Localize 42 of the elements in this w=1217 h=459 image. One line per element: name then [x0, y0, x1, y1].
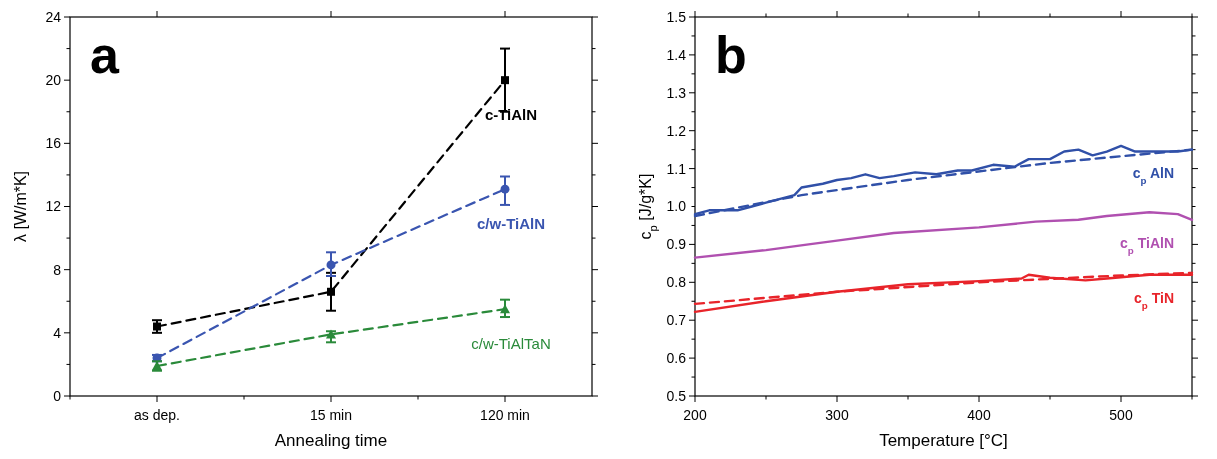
line-series: [693, 210, 1194, 259]
series-label: c$_{p}$ TiN: [1134, 289, 1174, 311]
y-tick-label: 1.1: [666, 160, 687, 177]
annotation: a: [90, 26, 120, 84]
x-axis-title: Temperature [°C]: [879, 431, 1008, 450]
point: [326, 329, 336, 339]
y-tick-label: 12: [45, 198, 62, 215]
x-axis-title: Annealing time: [274, 431, 388, 450]
y-tick-label: 8: [53, 261, 62, 278]
x-tick-label: 300: [825, 407, 849, 423]
series-label: c$_{p}$ TiAlN: [1120, 234, 1174, 256]
y-tick-label: 4: [53, 324, 62, 341]
y-tick-label: 1.4: [666, 46, 687, 63]
y-tick-label: 1.5: [666, 8, 687, 25]
point: [500, 184, 510, 194]
y-tick-label: 20: [45, 72, 62, 89]
annotation: b: [715, 26, 747, 84]
x-tick-label: 500: [1109, 407, 1133, 423]
x-tick-label: 15 min: [309, 407, 353, 423]
x-tick-label: 400: [967, 407, 991, 423]
y-tick-label: 1.3: [666, 84, 687, 101]
x-tick-label: 120 min: [480, 407, 530, 423]
y-tick-label: 0.5: [666, 387, 687, 404]
point: [326, 260, 336, 270]
x-tick-label: 200: [683, 407, 707, 423]
series-label: c/w-TiAlN: [476, 215, 546, 233]
y-tick-label: 0.8: [666, 274, 687, 291]
y-tick-label: 1.2: [666, 122, 687, 139]
y-tick-label: 0.9: [666, 236, 687, 253]
y-tick-label: 24: [45, 8, 62, 25]
y-tick-label: 0.6: [666, 350, 687, 366]
series-label: c/w-TiAlTaN: [471, 335, 551, 353]
point: [501, 76, 509, 85]
series-label: c$_{p}$ AlN: [1132, 164, 1174, 186]
point: [327, 287, 335, 296]
y-tick-label: 16: [45, 135, 62, 152]
y-tick-label: 0.7: [666, 312, 687, 329]
y-tick-label: 1.0: [666, 198, 687, 215]
y-axis-title: λ [W/m*K]: [12, 170, 29, 243]
y-tick-label: 0: [53, 387, 62, 404]
x-tick-label: as dep.: [134, 407, 180, 423]
series-label: c-TiAlN: [484, 106, 538, 124]
